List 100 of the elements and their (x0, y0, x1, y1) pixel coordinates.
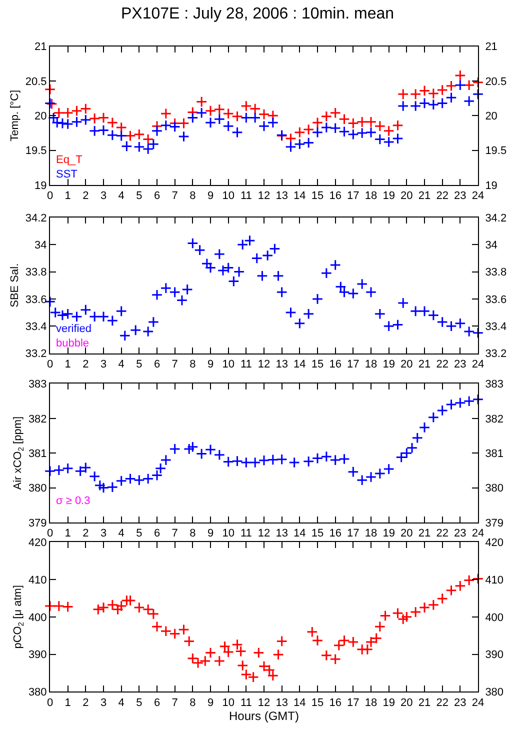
point (154, 462, 166, 474)
point (348, 288, 359, 300)
point (160, 625, 172, 637)
y-tick-label: 33.2 (25, 348, 47, 360)
point (71, 105, 82, 116)
point (222, 120, 234, 132)
y-tick-label: 19 (34, 180, 47, 192)
point (383, 463, 394, 475)
y-tick-label: 21 (34, 41, 47, 54)
y2-tick-label: 21 (485, 41, 498, 54)
x-tick-label: 21 (418, 190, 431, 202)
point (392, 319, 404, 330)
point (338, 453, 350, 465)
x-tick-label: 24 (472, 358, 484, 370)
x-tick-label: 21 (418, 528, 431, 540)
y2-tick-label: 20 (485, 110, 498, 123)
x-tick-label: 14 (294, 190, 306, 202)
point (178, 130, 190, 142)
point (362, 644, 374, 656)
x-tick-label: 20 (400, 696, 413, 709)
point (428, 599, 440, 611)
point (62, 107, 74, 119)
x-tick-label: 11 (240, 696, 252, 709)
point (44, 84, 56, 95)
point (370, 632, 382, 644)
x-tick-label: 14 (294, 696, 306, 709)
x-tick-label: 10 (222, 696, 234, 709)
point (454, 70, 466, 82)
x-tick-label: 0 (46, 528, 54, 540)
point (151, 620, 163, 632)
y2-tick-label: 381 (485, 448, 504, 460)
y-tick-label: 380 (28, 686, 47, 699)
y-axis-title: Temp. [°C] (9, 90, 22, 142)
point (160, 282, 172, 294)
x-tick-label: 15 (311, 190, 324, 202)
point (88, 470, 100, 482)
y-tick-label: 33.6 (25, 294, 47, 306)
x-tick-label: 23 (454, 696, 466, 709)
point (410, 100, 422, 112)
x-tick-label: 6 (154, 358, 160, 370)
point (204, 262, 216, 274)
y2-tick-label: 400 (485, 612, 504, 624)
point (53, 107, 65, 119)
point (249, 456, 261, 468)
point (222, 456, 234, 468)
point (383, 320, 394, 332)
x-tick-label: 8 (190, 696, 196, 709)
point (233, 266, 245, 278)
y-tick-label: 400 (28, 612, 47, 624)
point (463, 395, 475, 407)
point (272, 649, 284, 660)
point (92, 604, 104, 616)
point (262, 250, 274, 262)
text: Eq_T (56, 154, 83, 166)
y2-tick-label: 33.2 (485, 348, 507, 360)
point (472, 76, 484, 88)
annotation: σ ≥ 0.3 (56, 495, 90, 507)
point (294, 126, 306, 138)
point (397, 88, 409, 100)
y-tick-label: 390 (28, 649, 47, 662)
point (472, 327, 484, 339)
point (365, 126, 377, 138)
x-tick-label: 15 (311, 358, 324, 370)
point (436, 404, 448, 416)
x-tick-label: 5 (136, 358, 142, 370)
point (454, 80, 466, 91)
y2-tick-label: 34.2 (485, 212, 507, 224)
point (276, 636, 288, 647)
point (365, 116, 377, 128)
point (62, 308, 74, 320)
point (406, 442, 418, 454)
point (380, 610, 391, 622)
x-tick-label: 22 (436, 358, 448, 370)
point (454, 318, 466, 330)
y-tick-label: 33.4 (25, 320, 47, 333)
x-tick-label: 4 (118, 528, 124, 540)
point (196, 107, 208, 119)
x-axis-title: Hours (GMT) (229, 708, 299, 723)
x-tick-label: 12 (258, 358, 270, 370)
point (44, 600, 56, 612)
x-tick-label: 19 (382, 528, 395, 540)
y2-tick-label: 410 (485, 574, 504, 586)
x-tick-label: 3 (100, 696, 107, 709)
point (240, 100, 252, 112)
x-tick-label: 20 (400, 190, 413, 202)
point (251, 252, 263, 264)
point (204, 105, 216, 116)
point (169, 121, 180, 132)
x-tick-label: 24 (472, 528, 484, 540)
point (258, 120, 270, 132)
point (401, 611, 412, 623)
point (187, 441, 198, 453)
point (236, 238, 248, 250)
point (365, 636, 377, 648)
point (160, 120, 172, 132)
point (410, 606, 422, 618)
point (53, 600, 65, 612)
point (106, 481, 118, 493)
point (88, 310, 100, 322)
point (134, 474, 145, 486)
